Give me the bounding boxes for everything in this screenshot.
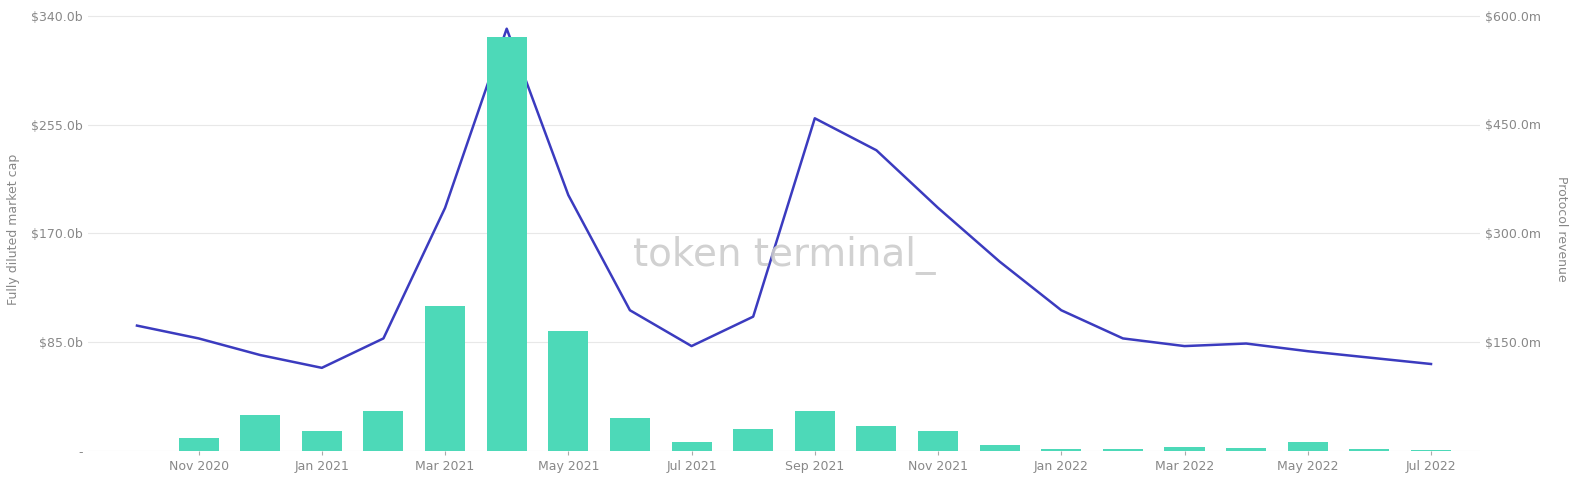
Bar xyxy=(425,306,465,451)
Bar xyxy=(1225,448,1266,451)
Bar xyxy=(1411,450,1451,451)
Bar xyxy=(1102,449,1143,451)
Bar xyxy=(918,431,958,451)
Bar xyxy=(178,438,219,451)
Bar xyxy=(239,415,280,451)
Bar xyxy=(857,426,896,451)
Bar xyxy=(548,331,589,451)
Bar xyxy=(302,431,342,451)
Bar xyxy=(1350,449,1389,451)
Bar xyxy=(610,419,650,451)
Bar xyxy=(487,37,526,451)
Y-axis label: Fully diluted market cap: Fully diluted market cap xyxy=(6,154,20,305)
Bar xyxy=(795,411,835,451)
Bar xyxy=(732,429,773,451)
Text: token terminal_: token terminal_ xyxy=(633,236,936,275)
Y-axis label: Protocol revenue: Protocol revenue xyxy=(1555,176,1569,282)
Bar xyxy=(980,445,1019,451)
Bar xyxy=(1041,449,1082,451)
Bar xyxy=(671,443,712,451)
Bar xyxy=(1288,443,1328,451)
Bar xyxy=(364,411,403,451)
Bar xyxy=(1164,447,1205,451)
